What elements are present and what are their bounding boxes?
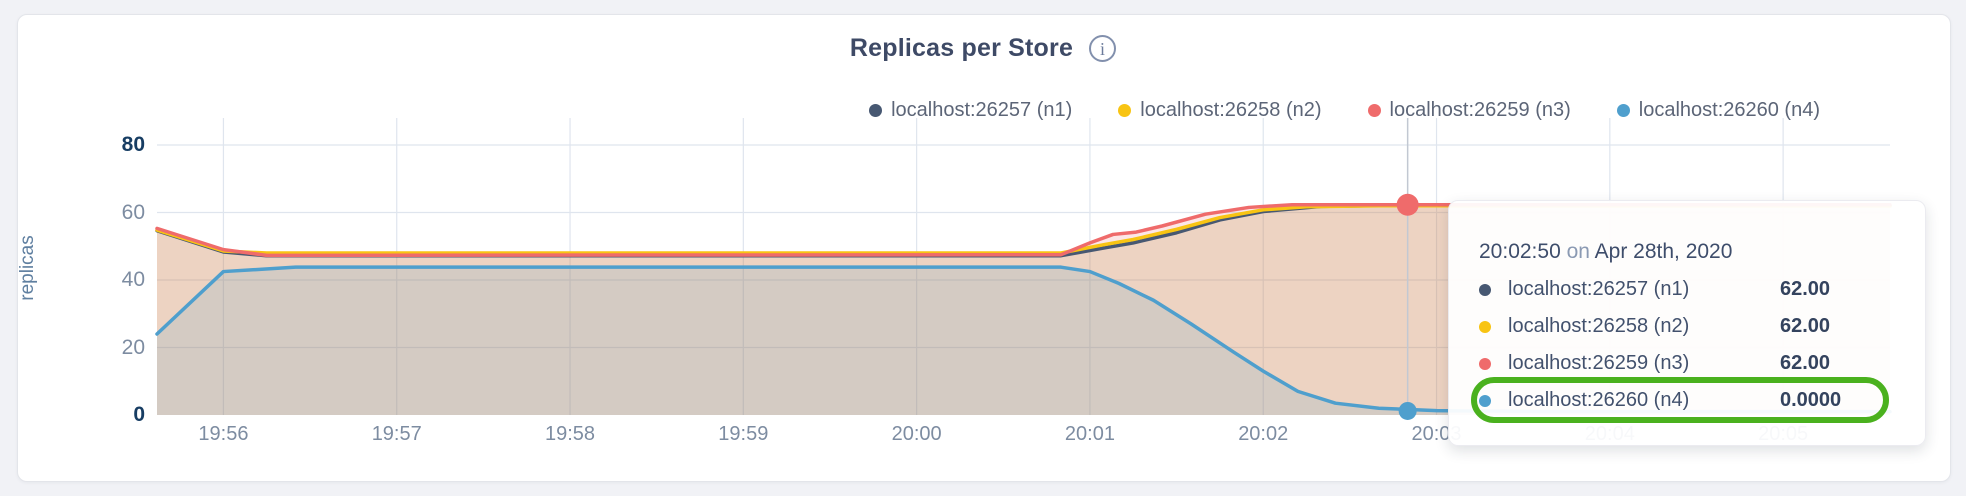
legend-label: localhost:26257 (n1) (891, 99, 1073, 121)
tooltip-date-text: Apr 28th, 2020 (1594, 240, 1733, 263)
tooltip-rows: localhost:26257 (n1) 62.00 localhost:26258… (1479, 271, 1901, 419)
hover-dot (1398, 401, 1417, 420)
tooltip-on: on (1566, 240, 1590, 263)
tooltip-series-dot (1479, 357, 1491, 370)
tooltip-series-value: 62.00 (1780, 352, 1831, 374)
legend-item-n1[interactable]: localhost:26257 (n1) (869, 99, 1072, 122)
tooltip-series-label: localhost:26258 (n2) (1508, 315, 1690, 337)
chart-header: Replicas per Store i (0, 34, 1966, 63)
tooltip-series-value: 0.0000 (1780, 389, 1842, 411)
legend-item-n4[interactable]: localhost:26260 (n4) (1616, 99, 1820, 122)
series-line (155, 202, 1892, 258)
tooltip-row: localhost:26258 (n2) 62.00 (1479, 308, 1901, 345)
hover-tooltip: 20:02:50 on Apr 28th, 2020 localhost:262… (1448, 200, 1926, 446)
legend-label: localhost:26259 (n3) (1389, 99, 1571, 121)
tooltip-series-dot (1479, 283, 1491, 296)
tooltip-series-value: 62.00 (1780, 278, 1831, 300)
legend-item-n3[interactable]: localhost:26259 (n3) (1367, 99, 1571, 122)
legend-label: localhost:26258 (n2) (1140, 99, 1322, 121)
legend-label: localhost:26260 (n4) (1638, 99, 1820, 121)
tooltip-row: localhost:26259 (n3) 62.00 (1479, 345, 1901, 382)
tooltip-series-dot (1479, 320, 1491, 333)
info-icon[interactable]: i (1089, 35, 1117, 62)
hover-dot (1396, 193, 1419, 216)
chart-title: Replicas per Store (849, 34, 1074, 62)
legend-dot (1616, 104, 1630, 117)
legend-dot (1367, 104, 1381, 117)
tooltip-header: 20:02:50 on Apr 28th, 2020 (1479, 239, 1901, 265)
tooltip-series-label: localhost:26260 (n4) (1508, 389, 1690, 411)
tooltip-row-highlighted: localhost:26260 (n4) 0.0000 (1479, 382, 1901, 419)
tooltip-row: localhost:26257 (n1) 62.00 (1479, 271, 1901, 308)
legend-item-n2[interactable]: localhost:26258 (n2) (1118, 99, 1322, 122)
legend-dot (1118, 104, 1132, 117)
tooltip-series-value: 62.00 (1780, 315, 1831, 337)
tooltip-time: 20:02:50 (1479, 240, 1561, 263)
tooltip-series-dot (1479, 394, 1491, 407)
series-area (157, 267, 1890, 415)
tooltip-series-label: localhost:26259 (n3) (1508, 352, 1690, 374)
chart-legend: localhost:26257 (n1) localhost:26258 (n2)… (869, 99, 1820, 122)
tooltip-series-label: localhost:26257 (n1) (1508, 278, 1690, 300)
legend-dot (869, 104, 883, 117)
